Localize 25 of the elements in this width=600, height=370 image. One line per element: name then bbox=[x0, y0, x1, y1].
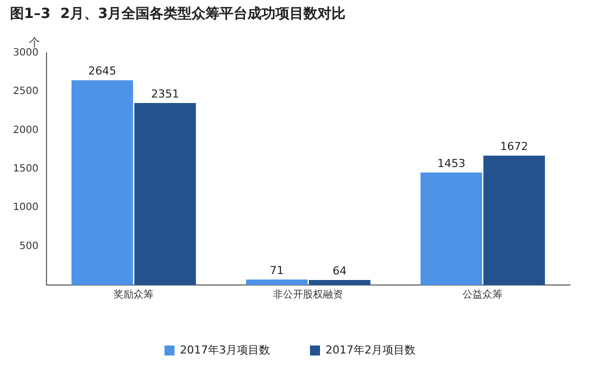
bar bbox=[420, 172, 482, 285]
bar bbox=[246, 280, 308, 285]
x-tick-label: 奖励众筹 bbox=[114, 288, 154, 301]
bar bbox=[308, 280, 370, 285]
data-label: 1453 bbox=[437, 156, 466, 170]
data-label: 71 bbox=[270, 264, 284, 277]
bar bbox=[134, 103, 196, 285]
legend-label: 2017年3月项目数 bbox=[180, 343, 270, 356]
data-label: 1672 bbox=[500, 140, 528, 153]
legend-label: 2017年2月项目数 bbox=[326, 343, 416, 356]
x-tick-label: 非公开股权融资 bbox=[273, 288, 344, 301]
y-tick-label: 500 bbox=[19, 240, 38, 252]
data-label: 2645 bbox=[88, 64, 116, 78]
y-tick-label: 1000 bbox=[12, 202, 38, 214]
x-tick-label: 公益众筹 bbox=[462, 288, 503, 301]
y-tick-label: 2500 bbox=[12, 86, 38, 98]
bar bbox=[72, 80, 134, 285]
y-tick-label: 1500 bbox=[12, 163, 38, 174]
y-tick-label: 3000 bbox=[12, 47, 38, 58]
data-label: 2351 bbox=[151, 87, 180, 100]
y-axis-title: 个 bbox=[28, 36, 40, 50]
y-tick-label: 2000 bbox=[12, 124, 38, 136]
bar bbox=[483, 156, 545, 285]
chart-title: 图1–3 2月、3月全国各类型众筹平台成功项目数对比 bbox=[10, 6, 346, 22]
data-label: 64 bbox=[332, 264, 347, 278]
